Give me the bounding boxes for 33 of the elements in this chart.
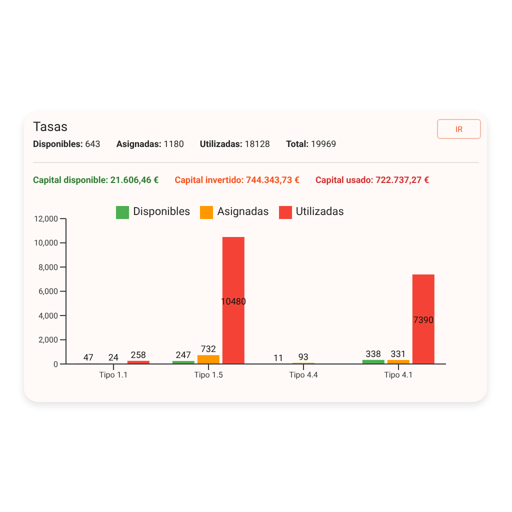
x-tick-label: Tipo 1.1: [99, 370, 128, 380]
y-tick-label: 8,000: [38, 262, 58, 272]
data-label: 11: [273, 354, 284, 364]
text: Disponibles: 643: [33, 140, 100, 150]
y-tick-label: 10,000: [34, 238, 58, 248]
legend-label: Disponibles: [133, 205, 190, 218]
y-tick-label: 4,000: [38, 311, 58, 320]
data-label: 258: [130, 350, 146, 361]
data-label: 47: [83, 353, 94, 364]
data-label: 7390: [413, 316, 434, 326]
data-label: 247: [176, 351, 191, 362]
text: Asignadas: 1180: [116, 140, 184, 150]
text: Total: 19969: [286, 140, 336, 150]
legend-label: Asignadas: [217, 205, 269, 218]
data-label: 338: [366, 350, 381, 360]
y-tick-label: 2,000: [38, 336, 58, 345]
y-tick-label: 6,000: [38, 287, 58, 296]
text: Utilizadas: 18128: [200, 140, 270, 150]
text: Capital disponible: 21.606,46 €: [33, 176, 159, 186]
y-tick-label: 12,000: [34, 214, 58, 224]
x-tick-label: Tipo 1.5: [194, 370, 224, 380]
x-tick-label: Tipo 4.1: [384, 370, 413, 380]
x-tick-label: Tipo 4.4: [289, 370, 318, 380]
data-label: 331: [390, 350, 406, 360]
y-tick-label: 0: [54, 360, 58, 369]
data-label: 93: [298, 352, 308, 363]
chart-title: Tasas: [33, 120, 68, 135]
data-label: 732: [200, 345, 216, 356]
text: Capital invertido: 744.343,73 €: [174, 176, 300, 186]
data-label: 24: [108, 354, 118, 364]
legend-label: Utilizadas: [296, 205, 344, 218]
text: Capital usado: 722.737,27 €: [316, 176, 430, 186]
text: IR: [437, 119, 481, 139]
